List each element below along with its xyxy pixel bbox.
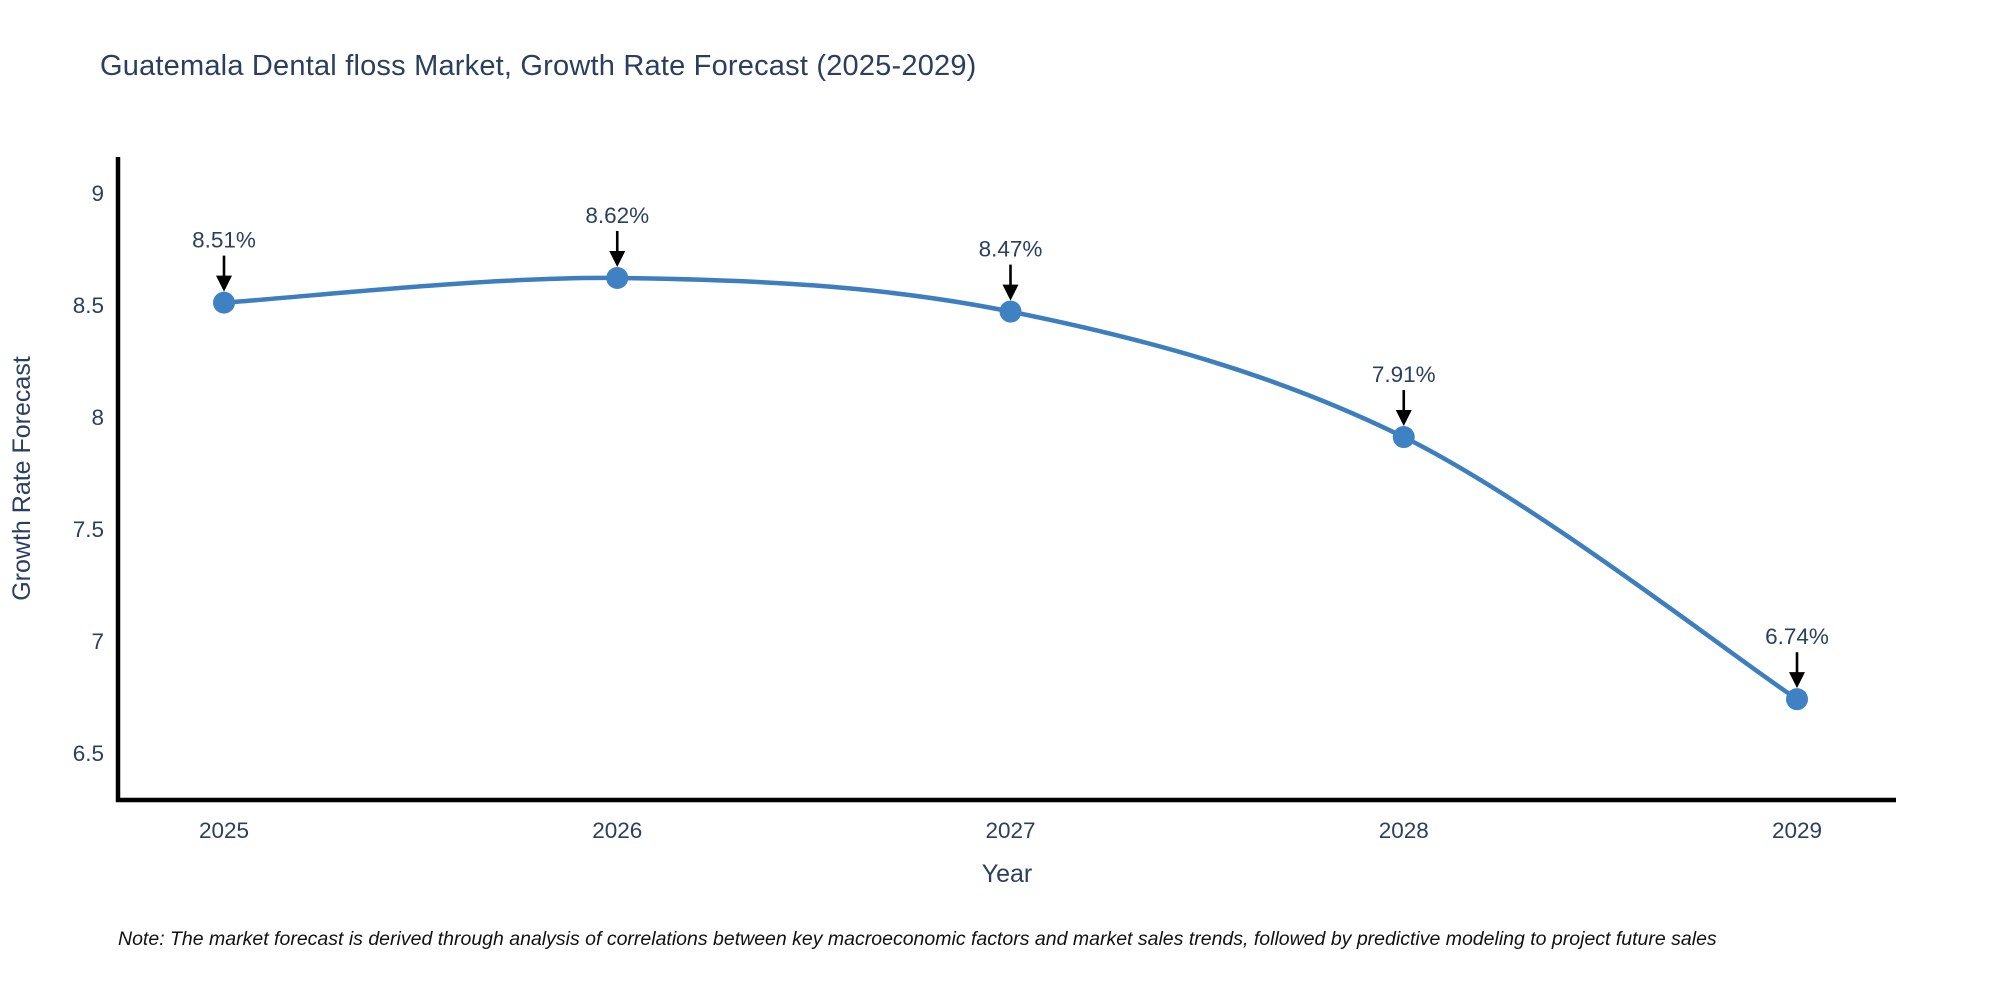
y-tick-label: 8.5 bbox=[73, 293, 104, 318]
y-axis-title: Growth Rate Forecast bbox=[8, 356, 36, 601]
annotation-arrowhead bbox=[1789, 672, 1805, 689]
y-tick-label: 7 bbox=[91, 629, 104, 654]
point-value-label: 6.74% bbox=[1765, 624, 1829, 649]
point-value-label: 8.47% bbox=[979, 237, 1043, 262]
data-point-2027 bbox=[999, 300, 1022, 323]
annotation-arrowhead bbox=[609, 250, 626, 267]
x-tick-label: 2028 bbox=[1379, 818, 1429, 843]
data-point-2025 bbox=[213, 291, 235, 314]
x-tick-label: 2026 bbox=[592, 818, 642, 843]
point-value-label: 8.62% bbox=[585, 203, 649, 228]
x-tick-label: 2025 bbox=[199, 818, 249, 843]
y-tick-label: 7.5 bbox=[73, 517, 104, 542]
point-value-label: 8.51% bbox=[192, 228, 256, 253]
y-tick-label: 8 bbox=[91, 405, 104, 430]
x-axis-title: Year bbox=[982, 860, 1033, 888]
annotation-arrowhead bbox=[216, 275, 232, 292]
chart-title: Guatemala Dental floss Market, Growth Ra… bbox=[100, 50, 977, 82]
data-point-2029 bbox=[1786, 688, 1808, 711]
point-value-label: 7.91% bbox=[1372, 362, 1436, 387]
forecast-line bbox=[221, 275, 1800, 702]
data-point-2026 bbox=[606, 266, 629, 289]
footnote: Note: The market forecast is derived thr… bbox=[118, 928, 1717, 950]
y-tick-label: 6.5 bbox=[73, 741, 104, 766]
annotation-arrowhead bbox=[1395, 410, 1412, 427]
x-tick-label: 2029 bbox=[1772, 818, 1822, 843]
data-point-2028 bbox=[1392, 426, 1415, 449]
annotation-arrowhead bbox=[1002, 284, 1019, 301]
y-tick-label: 9 bbox=[91, 181, 104, 206]
x-tick-label: 2027 bbox=[985, 818, 1035, 843]
